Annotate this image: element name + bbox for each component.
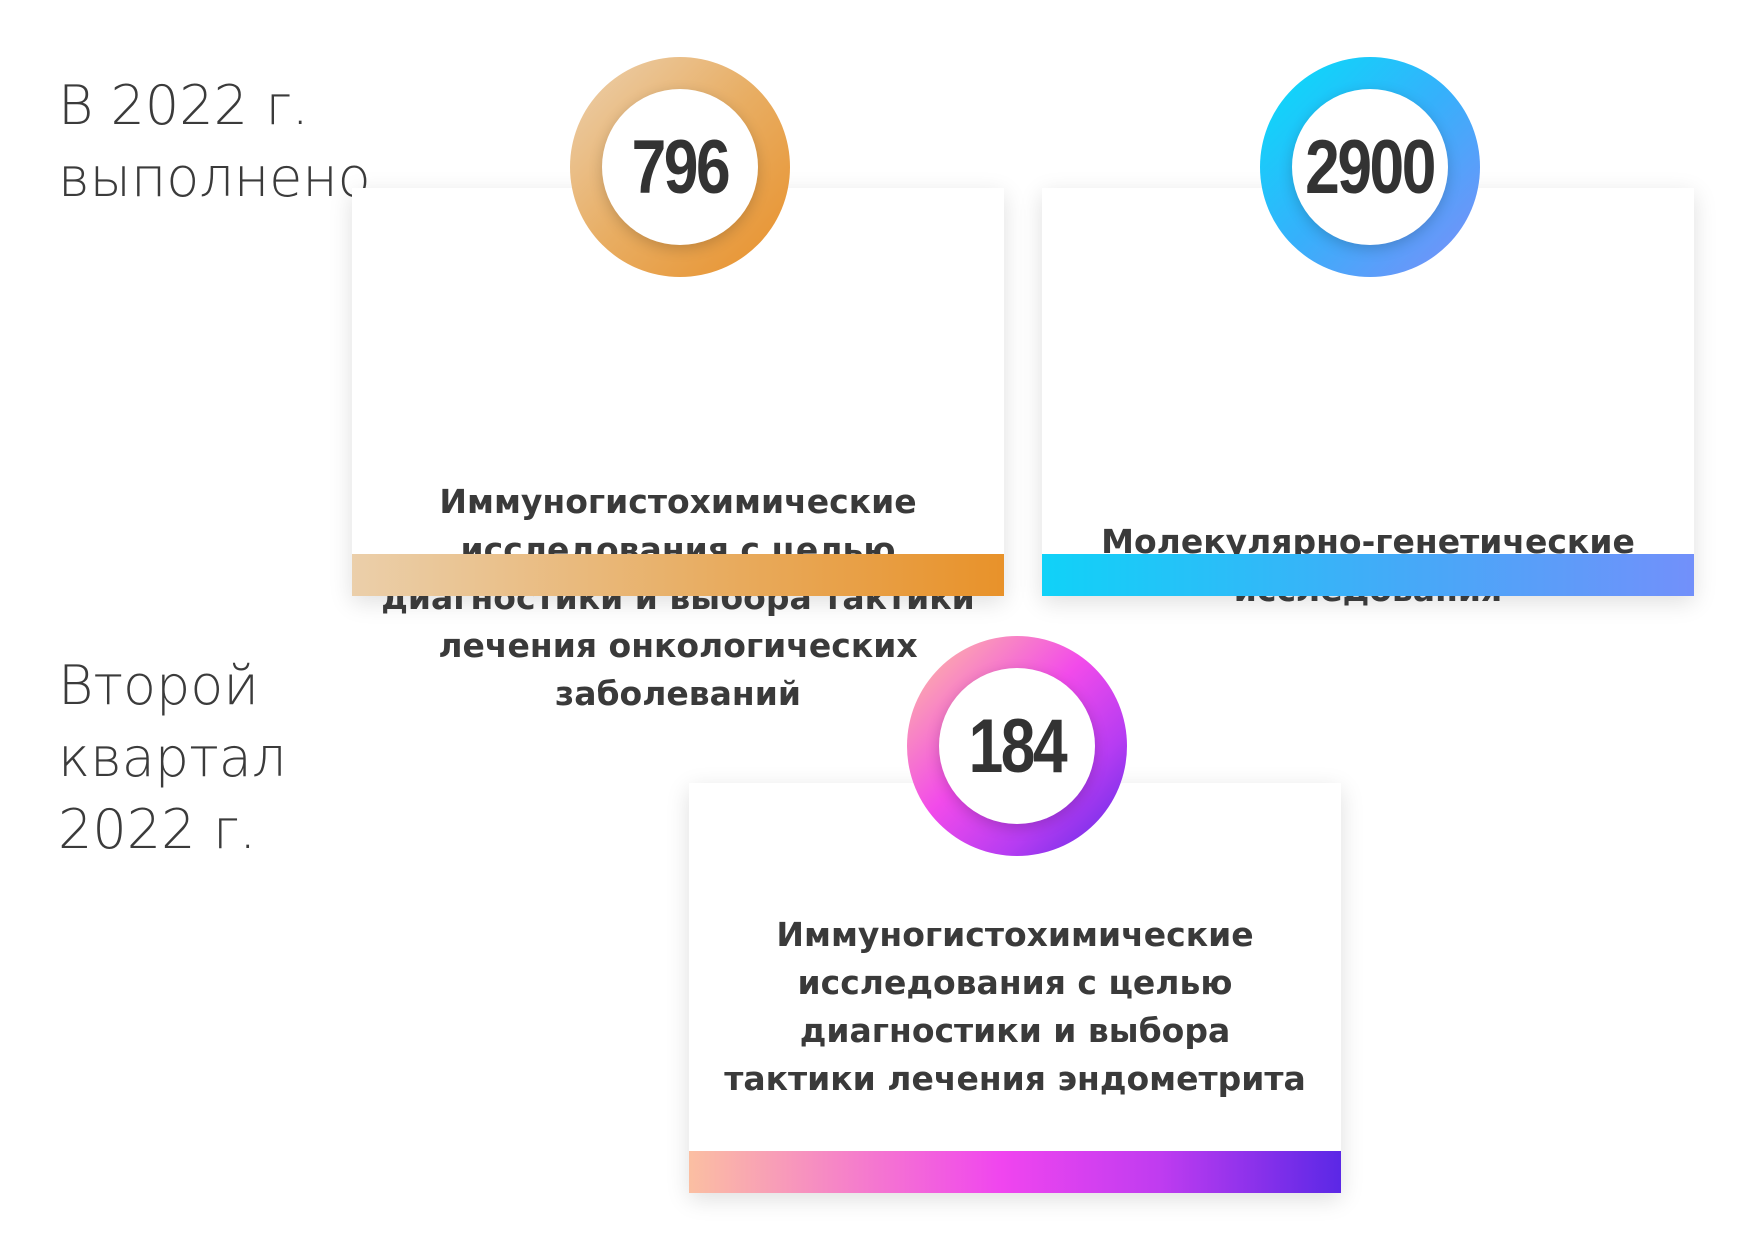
stat-ring: 796 [570,57,790,277]
stat-card-endometritis: Иммуногистохимические исследования с цел… [689,783,1341,1193]
stat-ring: 2900 [1260,57,1480,277]
stat-card-description: Иммуногистохимические исследования с цел… [689,911,1341,1103]
description-line: тактики лечения эндометрита [724,1059,1306,1098]
section-label-line: Второй [58,654,259,717]
description-line: лечения онкологических [438,626,918,665]
description-line: Иммуногистохимические [439,482,917,521]
section-label-q2-2022: Второй квартал 2022 г. [58,650,286,866]
description-line: Иммуногистохимические [776,915,1254,954]
section-label-line: выполнено [58,146,371,209]
stat-value: 2900 [1305,124,1437,210]
stat-ring: 184 [907,636,1127,856]
stat-ring-center: 796 [602,89,758,245]
section-label-line: 2022 г. [58,798,257,861]
stat-ring-center: 2900 [1292,89,1448,245]
stat-value: 184 [968,703,1068,789]
section-label-line: В 2022 г. [58,74,309,137]
gradient-accent-bar [689,1151,1341,1193]
description-line: исследования с целью [797,963,1233,1002]
description-line: заболеваний [555,674,801,713]
gradient-accent-bar [352,554,1004,596]
stat-card-molecular-genetic: Молекулярно-генетические исследования [1042,188,1694,609]
stat-ring-center: 184 [939,668,1095,824]
section-label-line: квартал [58,726,287,789]
stat-card-description: Иммуногистохимические исследования с цел… [352,478,1004,718]
stat-value: 796 [631,124,731,210]
description-line: диагностики и выбора [799,1011,1231,1050]
gradient-accent-bar [1042,554,1694,596]
section-label-2022: В 2022 г. выполнено [58,70,371,214]
